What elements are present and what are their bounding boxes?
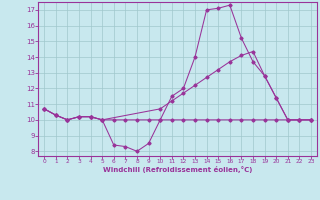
- X-axis label: Windchill (Refroidissement éolien,°C): Windchill (Refroidissement éolien,°C): [103, 166, 252, 173]
